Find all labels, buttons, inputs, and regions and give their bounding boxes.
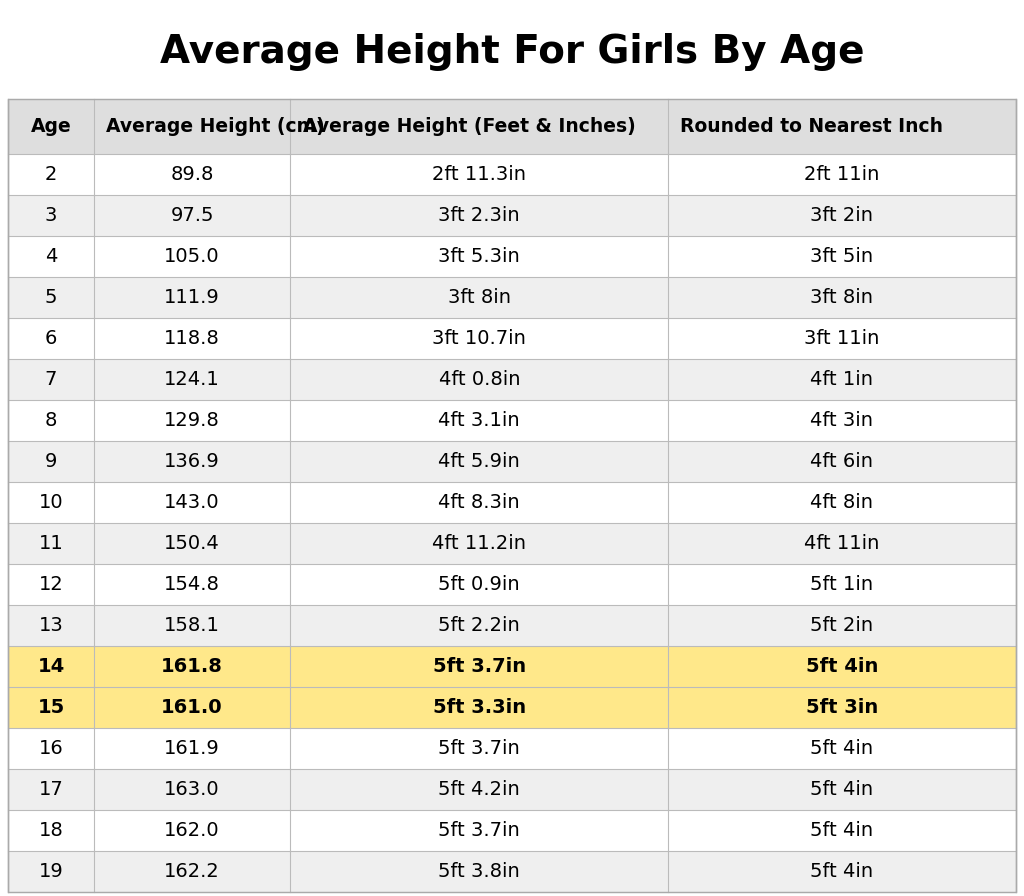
Bar	[8, 195, 1016, 236]
Text: 5ft 3.8in: 5ft 3.8in	[438, 862, 520, 881]
Text: 5ft 3.3in: 5ft 3.3in	[433, 698, 525, 717]
Text: 11: 11	[39, 534, 63, 553]
Text: 3ft 10.7in: 3ft 10.7in	[432, 329, 526, 348]
Text: 4ft 5.9in: 4ft 5.9in	[438, 452, 520, 471]
Text: 4ft 0.8in: 4ft 0.8in	[438, 370, 520, 389]
Text: 5ft 3.7in: 5ft 3.7in	[433, 657, 525, 676]
Text: 5ft 2in: 5ft 2in	[810, 616, 873, 634]
Text: 5ft 2.2in: 5ft 2.2in	[438, 616, 520, 634]
Bar	[8, 236, 1016, 277]
Text: 161.0: 161.0	[161, 698, 223, 717]
Text: 3ft 8in: 3ft 8in	[447, 288, 511, 307]
Text: 5ft 4in: 5ft 4in	[810, 780, 873, 798]
Text: 5ft 4in: 5ft 4in	[810, 862, 873, 881]
Text: 5: 5	[45, 288, 57, 307]
Text: 16: 16	[39, 738, 63, 758]
Text: 5ft 3.7in: 5ft 3.7in	[438, 821, 520, 840]
Text: 161.9: 161.9	[164, 738, 220, 758]
Text: 4ft 11in: 4ft 11in	[804, 534, 880, 553]
Bar	[8, 810, 1016, 850]
Text: 17: 17	[39, 780, 63, 798]
Bar	[8, 359, 1016, 400]
Text: 4ft 6in: 4ft 6in	[810, 452, 873, 471]
Text: 158.1: 158.1	[164, 616, 220, 634]
Text: 89.8: 89.8	[170, 165, 214, 184]
Text: 8: 8	[45, 411, 57, 430]
Bar	[8, 482, 1016, 522]
Text: 5ft 3in: 5ft 3in	[806, 698, 879, 717]
Text: 162.2: 162.2	[164, 862, 220, 881]
Text: 15: 15	[38, 698, 65, 717]
Bar	[8, 277, 1016, 318]
Text: 4ft 3.1in: 4ft 3.1in	[438, 411, 520, 430]
Text: 5ft 4.2in: 5ft 4.2in	[438, 780, 520, 798]
Text: Age: Age	[31, 116, 72, 136]
Text: 3ft 5in: 3ft 5in	[810, 247, 873, 266]
Text: 3ft 2.3in: 3ft 2.3in	[438, 206, 520, 225]
Text: 118.8: 118.8	[164, 329, 220, 348]
Bar	[8, 686, 1016, 728]
Text: 13: 13	[39, 616, 63, 634]
Text: 19: 19	[39, 862, 63, 881]
Text: 5ft 4in: 5ft 4in	[810, 738, 873, 758]
Bar	[8, 646, 1016, 686]
Text: 143.0: 143.0	[164, 493, 220, 512]
Text: 150.4: 150.4	[164, 534, 220, 553]
Text: Rounded to Nearest Inch: Rounded to Nearest Inch	[681, 116, 943, 136]
Text: 2ft 11in: 2ft 11in	[804, 165, 880, 184]
Text: 2ft 11.3in: 2ft 11.3in	[432, 165, 526, 184]
Text: 136.9: 136.9	[164, 452, 220, 471]
Text: 5ft 3.7in: 5ft 3.7in	[438, 738, 520, 758]
Text: 163.0: 163.0	[164, 780, 220, 798]
Text: 5ft 4in: 5ft 4in	[806, 657, 879, 676]
Text: 154.8: 154.8	[164, 574, 220, 594]
Bar	[8, 99, 1016, 154]
Bar	[8, 605, 1016, 646]
Bar	[8, 564, 1016, 605]
Bar	[8, 522, 1016, 564]
Text: 3ft 2in: 3ft 2in	[810, 206, 873, 225]
Bar	[8, 318, 1016, 359]
Text: 2: 2	[45, 165, 57, 184]
Text: 9: 9	[45, 452, 57, 471]
Bar	[8, 154, 1016, 195]
Text: 161.8: 161.8	[161, 657, 223, 676]
Bar	[8, 728, 1016, 769]
Text: 4: 4	[45, 247, 57, 266]
Bar	[8, 99, 1016, 892]
Text: 12: 12	[39, 574, 63, 594]
Bar	[8, 769, 1016, 810]
Text: 18: 18	[39, 821, 63, 840]
Text: 14: 14	[38, 657, 65, 676]
Text: 5ft 4in: 5ft 4in	[810, 821, 873, 840]
Text: 4ft 8.3in: 4ft 8.3in	[438, 493, 520, 512]
Bar	[8, 400, 1016, 441]
Text: 3: 3	[45, 206, 57, 225]
Text: 4ft 11.2in: 4ft 11.2in	[432, 534, 526, 553]
Text: 124.1: 124.1	[164, 370, 220, 389]
Text: 7: 7	[45, 370, 57, 389]
Text: 4ft 3in: 4ft 3in	[810, 411, 873, 430]
Text: Average Height (cm): Average Height (cm)	[106, 116, 325, 136]
Bar	[8, 441, 1016, 482]
Text: 3ft 11in: 3ft 11in	[804, 329, 880, 348]
Text: 3ft 5.3in: 3ft 5.3in	[438, 247, 520, 266]
Text: 4ft 8in: 4ft 8in	[810, 493, 873, 512]
Text: 3ft 8in: 3ft 8in	[810, 288, 873, 307]
Text: 10: 10	[39, 493, 63, 512]
Text: 97.5: 97.5	[170, 206, 214, 225]
Text: 129.8: 129.8	[164, 411, 220, 430]
Bar	[8, 850, 1016, 892]
Text: Average Height (Feet & Inches): Average Height (Feet & Inches)	[303, 116, 635, 136]
Text: 5ft 1in: 5ft 1in	[810, 574, 873, 594]
Text: 5ft 0.9in: 5ft 0.9in	[438, 574, 520, 594]
Text: 162.0: 162.0	[164, 821, 220, 840]
Text: 105.0: 105.0	[164, 247, 220, 266]
Text: 111.9: 111.9	[164, 288, 220, 307]
Text: 4ft 1in: 4ft 1in	[810, 370, 873, 389]
Text: Average Height For Girls By Age: Average Height For Girls By Age	[160, 32, 864, 71]
Text: 6: 6	[45, 329, 57, 348]
